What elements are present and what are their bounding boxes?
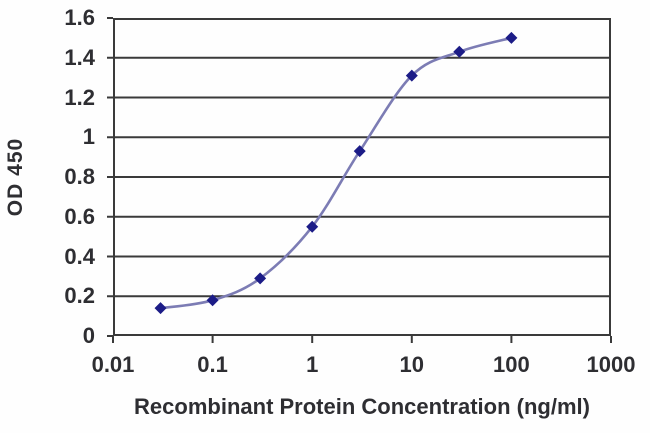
x-tick-label: 0.01 <box>91 352 135 377</box>
plot-frame <box>113 18 611 336</box>
x-axis-title: Recombinant Protein Concentration (ng/ml… <box>134 394 590 419</box>
y-tick-label: 1 <box>82 124 95 150</box>
data-point-marker <box>405 69 418 82</box>
x-tick-label: 10 <box>399 352 425 377</box>
chart-canvas <box>107 17 612 343</box>
curve-line <box>159 36 513 310</box>
y-tick-label: 1.2 <box>64 84 95 110</box>
data-point-marker <box>154 302 167 315</box>
y-tick-label: 0.6 <box>64 203 95 229</box>
data-point-marker <box>505 31 518 44</box>
x-tick-label: 1 <box>306 352 319 377</box>
data-point-marker <box>453 45 466 58</box>
y-tick-label: 0.2 <box>64 283 95 309</box>
data-point-marker <box>306 220 319 233</box>
data-point-marker <box>353 145 366 158</box>
y-tick-label: 0.8 <box>64 164 95 189</box>
x-tick-label: 0.1 <box>197 352 228 377</box>
y-tick-label: 1.4 <box>64 44 95 70</box>
y-tick-label: 1.6 <box>64 5 95 30</box>
plot-area <box>107 17 612 343</box>
data-point-marker <box>254 272 267 285</box>
y-tick-label: 0.4 <box>64 243 95 269</box>
x-tick-label: 1000 <box>586 352 636 377</box>
x-tick-label: 100 <box>493 352 530 377</box>
y-tick-label: 0 <box>82 323 95 348</box>
data-point-marker <box>206 294 219 307</box>
